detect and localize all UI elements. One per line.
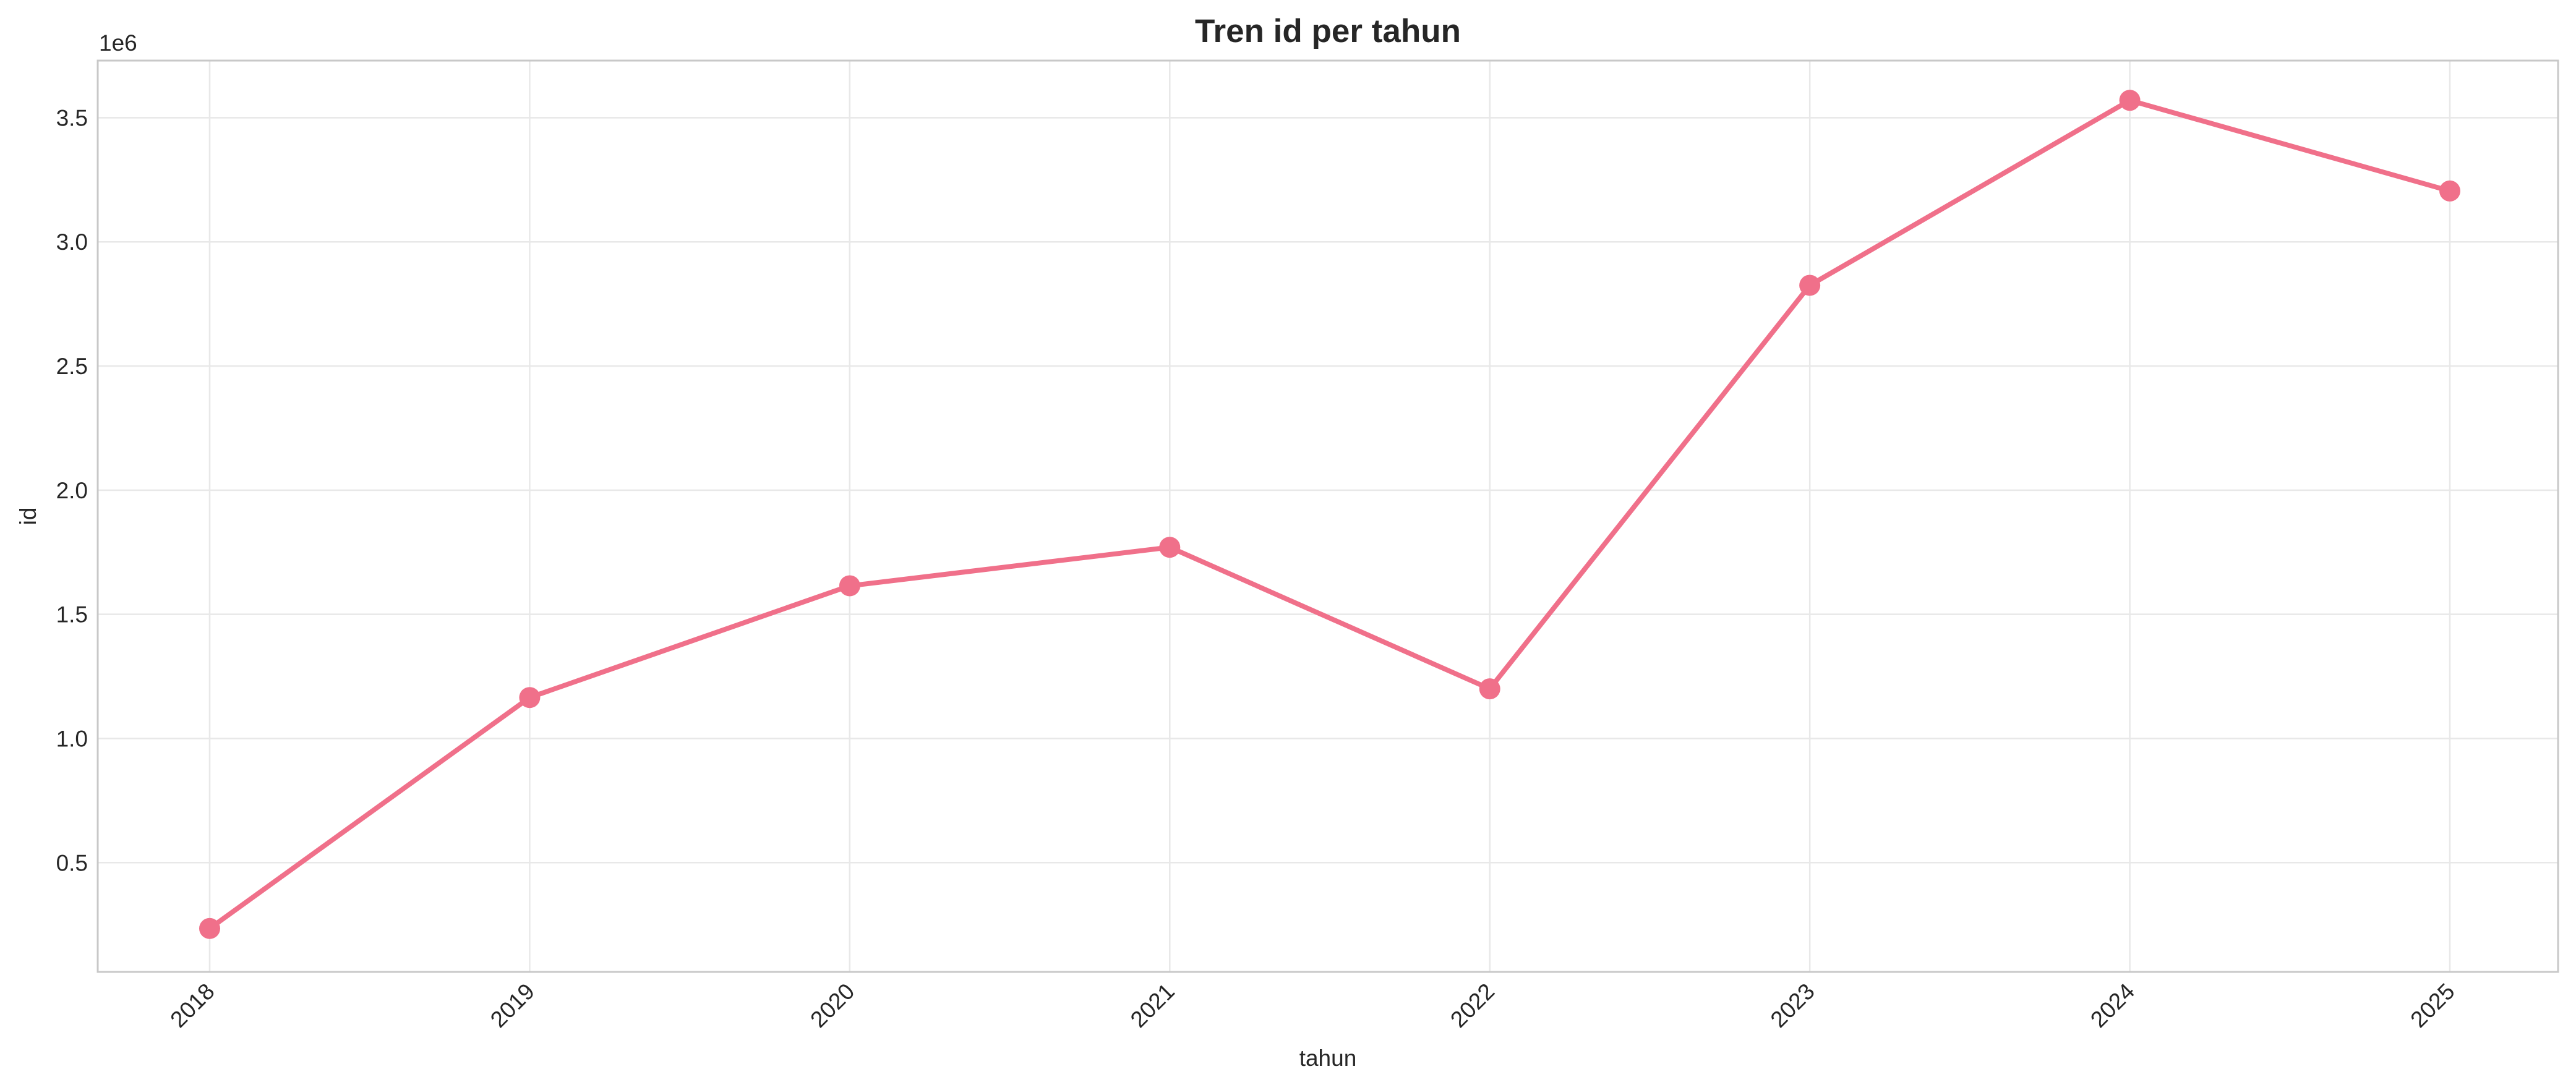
data-point — [2119, 90, 2141, 111]
y-tick-label: 3.0 — [56, 229, 88, 255]
data-point — [839, 575, 860, 597]
y-tick-label: 2.0 — [56, 478, 88, 503]
series-line — [207, 98, 2452, 931]
y-tick-label: 2.5 — [56, 354, 88, 379]
data-point — [2439, 180, 2461, 202]
data-point — [1159, 537, 1181, 558]
plot-frame — [96, 59, 2559, 973]
grid — [98, 61, 2558, 972]
data-point — [199, 918, 220, 939]
chart-title: Tren id per tahun — [1195, 13, 1461, 49]
y-axis-offset-label: 1e6 — [99, 30, 137, 56]
data-point — [1479, 678, 1500, 700]
y-tick-label: 0.5 — [56, 850, 88, 875]
y-tick-label: 1.0 — [56, 726, 88, 751]
y-tick-label: 1.5 — [56, 602, 88, 628]
y-axis-label: id — [15, 508, 41, 526]
data-point — [1799, 275, 1821, 296]
x-axis-label: tahun — [1299, 1045, 1357, 1071]
series-layer — [199, 90, 2461, 939]
data-point — [519, 687, 541, 709]
y-tick-label: 3.5 — [56, 105, 88, 130]
